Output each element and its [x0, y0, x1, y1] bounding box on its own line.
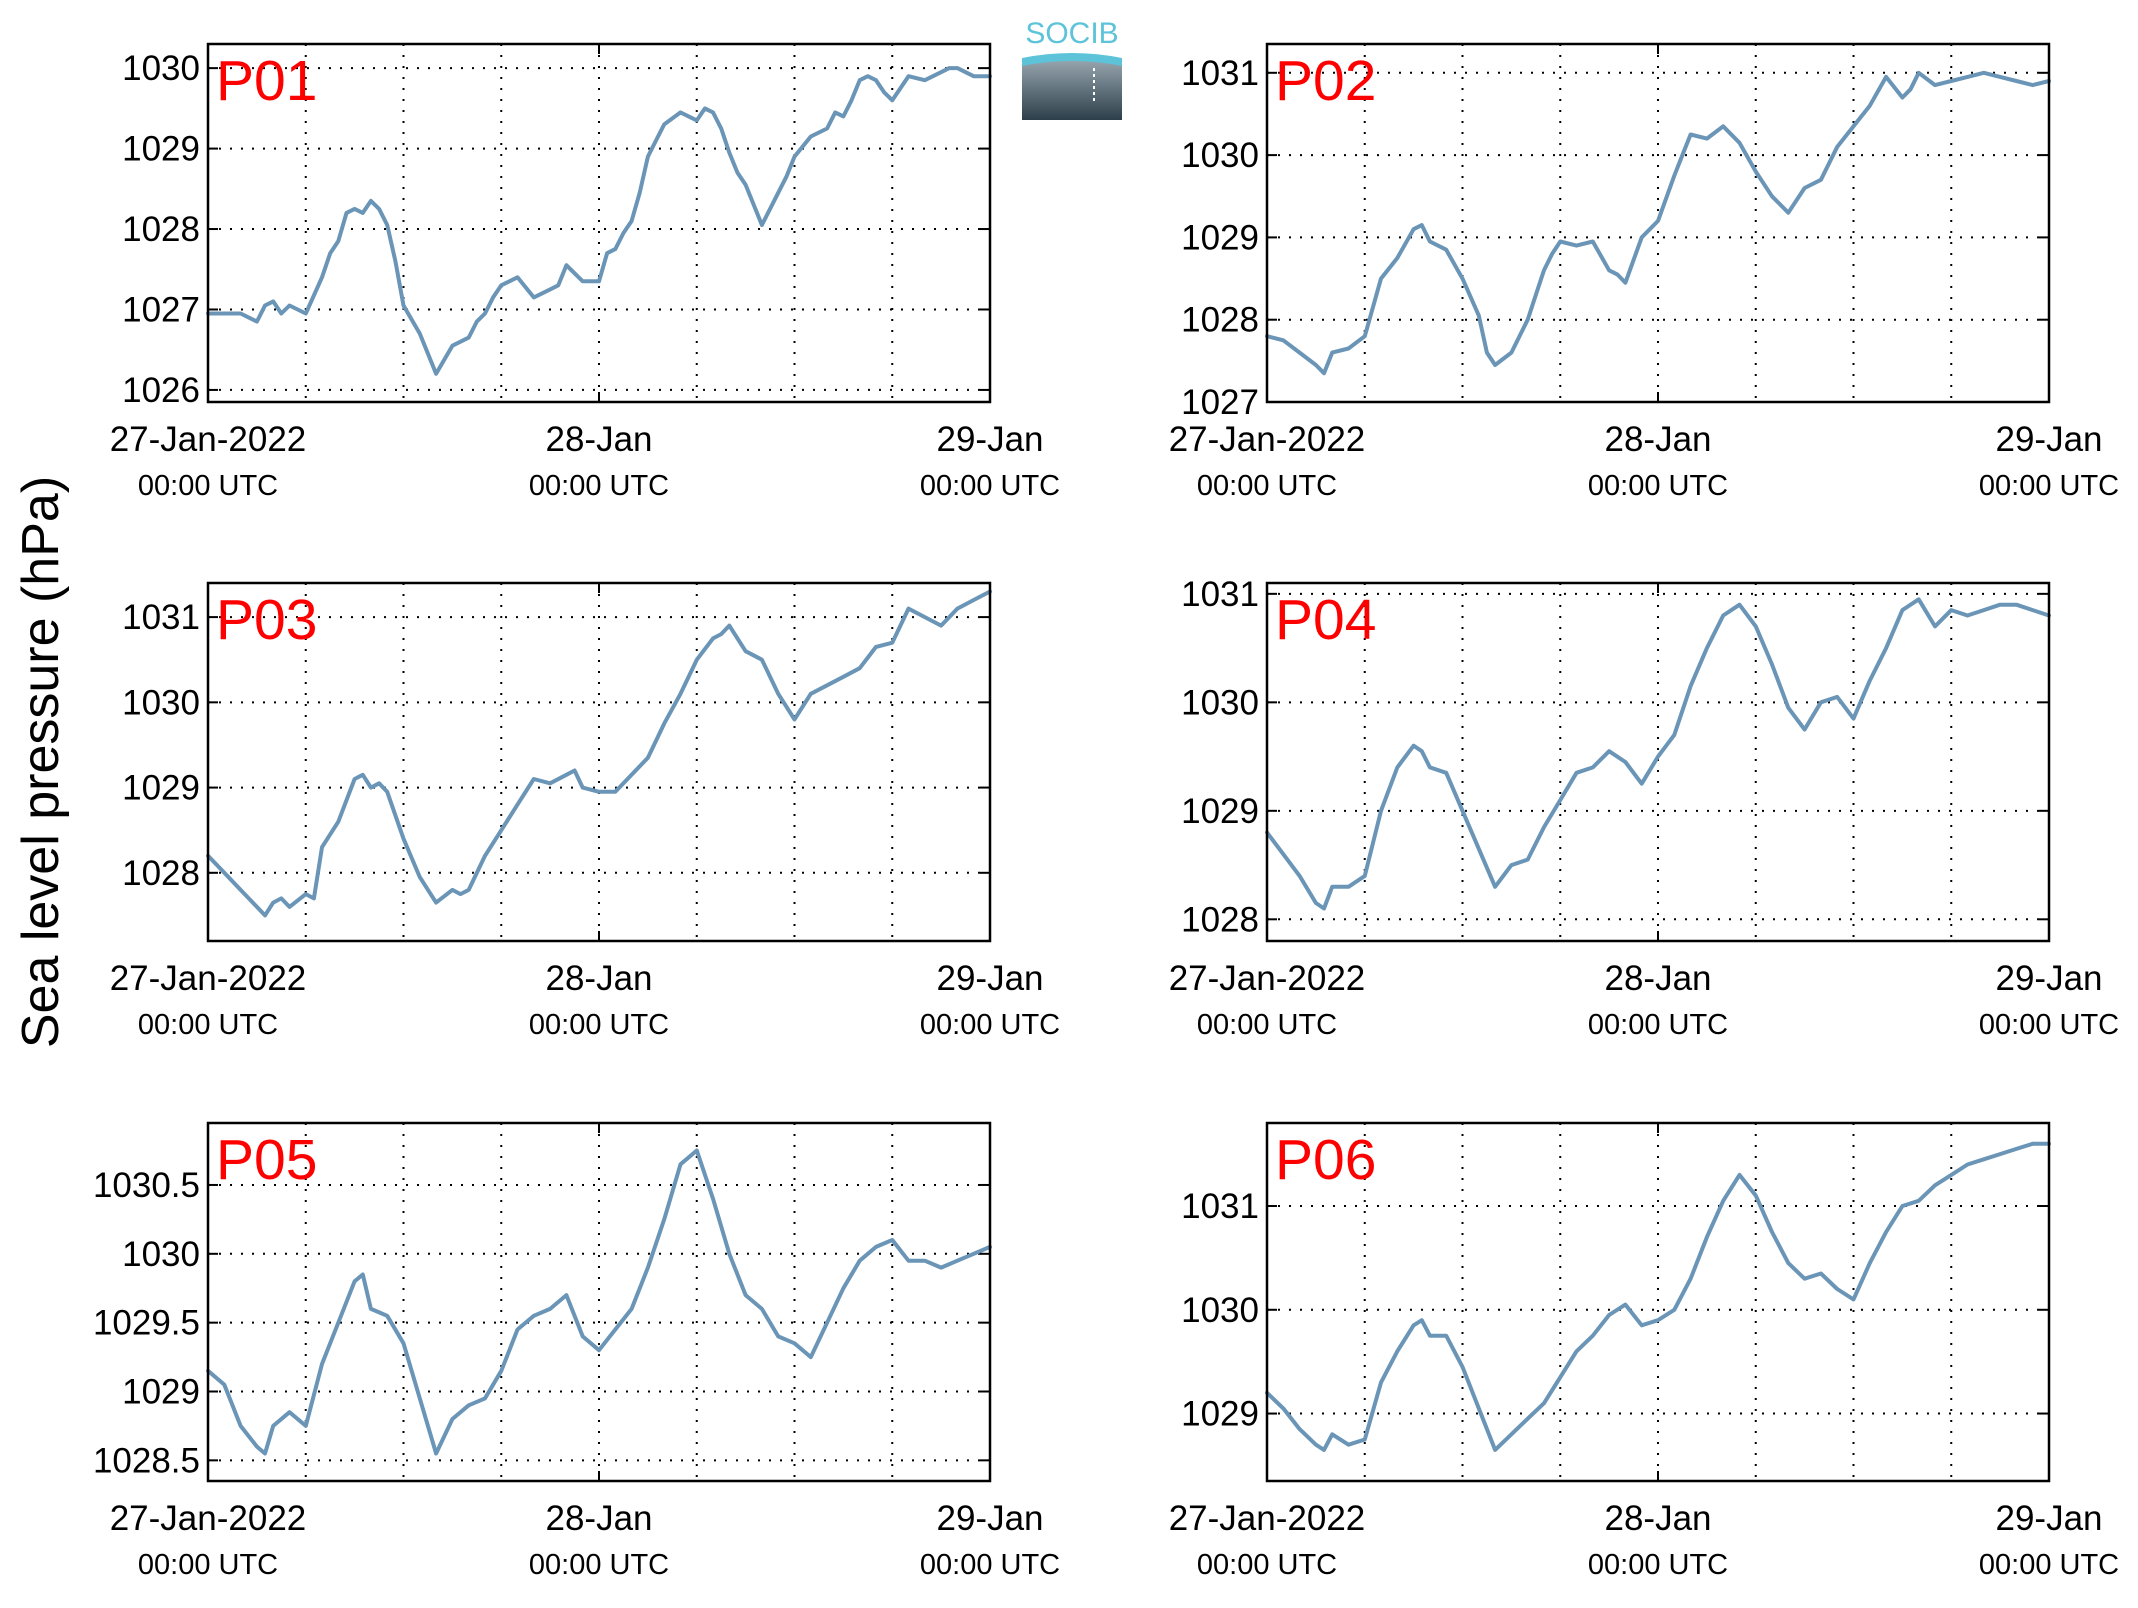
y-tick-label: 1029 — [1181, 1395, 1259, 1434]
chart-panel-p05: 1028.5 1029 1029.5 1030 1030.5 27-Jan-2022 00:… — [93, 1121, 1060, 1581]
x-tick-label-date: 28-Jan — [545, 1499, 652, 1538]
x-tick-label-date: 29-Jan — [1995, 420, 2102, 459]
y-tick-label: 1030 — [1181, 136, 1259, 175]
x-tick-label-date: 27-Jan-2022 — [1169, 959, 1366, 998]
y-tick-label: 1030.5 — [93, 1166, 200, 1205]
logo-block — [1022, 58, 1122, 120]
socib-logo: SOCIB — [1022, 17, 1122, 120]
x-tick-label-date: 27-Jan-2022 — [1169, 420, 1366, 459]
x-tick-label-time: 00:00 UTC — [529, 470, 669, 502]
panel-label-p01: P01 — [216, 49, 317, 113]
chart-panel-p04: 1028 1029 1030 1031 27-Jan-2022 00:00 UTC 28-J… — [1169, 575, 2119, 1041]
x-tick-label-time: 00:00 UTC — [138, 1549, 278, 1581]
y-tick-label: 1031 — [122, 598, 200, 637]
x-tick-label-time: 00:00 UTC — [1197, 470, 1337, 502]
y-tick-label: 1028 — [1181, 900, 1259, 939]
y-tick-label: 1029 — [1181, 218, 1259, 257]
logo-text: SOCIB — [1025, 17, 1118, 50]
x-tick-label-date: 27-Jan-2022 — [110, 420, 307, 459]
panels: 1026 1027 1028 1029 1030 27-Jan-2022 00:00 UTC… — [93, 42, 2119, 1581]
y-tick-label: 1031 — [1181, 575, 1259, 614]
y-tick-label: 1031 — [1181, 54, 1259, 93]
x-tick-label-date: 29-Jan — [1995, 959, 2102, 998]
series-line-p04 — [1265, 597, 2051, 911]
x-tick-label-time: 00:00 UTC — [1588, 1549, 1728, 1581]
panel-label-p03: P03 — [216, 588, 317, 652]
x-tick-label-time: 00:00 UTC — [138, 470, 278, 502]
series-line-p05 — [206, 1148, 992, 1456]
x-tick-label-time: 00:00 UTC — [1979, 1009, 2119, 1041]
x-tick-label-date: 29-Jan — [936, 420, 1043, 459]
y-tick-label: 1026 — [122, 371, 200, 410]
chart-panel-p03: 1028 1029 1030 1031 27-Jan-2022 00:00 UTC 28-J… — [110, 581, 1060, 1041]
x-tick-label-time: 00:00 UTC — [1197, 1549, 1337, 1581]
x-tick-label-date: 27-Jan-2022 — [110, 959, 307, 998]
y-tick-label: 1030 — [122, 683, 200, 722]
x-tick-label-time: 00:00 UTC — [1979, 470, 2119, 502]
y-tick-label: 1029 — [122, 1373, 200, 1412]
y-tick-label: 1029 — [122, 769, 200, 808]
y-axis-label: Sea level pressure (hPa) — [12, 476, 70, 1048]
x-tick-label-date: 28-Jan — [1604, 959, 1711, 998]
y-tick-label: 1029 — [1181, 792, 1259, 831]
x-tick-label-time: 00:00 UTC — [529, 1549, 669, 1581]
y-tick-label: 1030 — [122, 1235, 200, 1274]
x-tick-label-date: 27-Jan-2022 — [110, 1499, 307, 1538]
panel-label-p04: P04 — [1275, 588, 1376, 652]
series-line-p01 — [206, 66, 992, 376]
y-tick-label: 1027 — [1181, 383, 1259, 422]
series-line-p06 — [1265, 1141, 2051, 1452]
x-tick-label-time: 00:00 UTC — [1197, 1009, 1337, 1041]
y-tick-label: 1028 — [1181, 301, 1259, 340]
chart-panel-p06: 1029 1030 1031 27-Jan-2022 00:00 UTC 28-Jan 00… — [1169, 1121, 2119, 1581]
y-tick-label: 1027 — [122, 290, 200, 329]
y-tick-label: 1029.5 — [93, 1304, 200, 1343]
y-tick-label: 1028 — [122, 854, 200, 893]
x-tick-label-time: 00:00 UTC — [920, 1549, 1060, 1581]
logo-wave — [1022, 53, 1122, 66]
chart-panel-p01: 1026 1027 1028 1029 1030 27-Jan-2022 00:00 UTC… — [110, 42, 1060, 502]
x-tick-label-time: 00:00 UTC — [920, 1009, 1060, 1041]
series-line-p02 — [1265, 70, 2051, 376]
x-tick-label-date: 27-Jan-2022 — [1169, 1499, 1366, 1538]
panel-label-p06: P06 — [1275, 1128, 1376, 1192]
x-tick-label-time: 00:00 UTC — [1588, 1009, 1728, 1041]
x-tick-label-time: 00:00 UTC — [920, 470, 1060, 502]
x-tick-label-time: 00:00 UTC — [138, 1009, 278, 1041]
x-tick-label-date: 29-Jan — [936, 1499, 1043, 1538]
x-tick-label-date: 28-Jan — [545, 959, 652, 998]
panel-label-p05: P05 — [216, 1128, 317, 1192]
x-tick-label-date: 29-Jan — [1995, 1499, 2102, 1538]
x-tick-label-time: 00:00 UTC — [1588, 470, 1728, 502]
y-tick-label: 1029 — [122, 130, 200, 169]
series-line-p03 — [206, 589, 992, 918]
y-tick-label: 1028.5 — [93, 1441, 200, 1480]
x-tick-label-date: 28-Jan — [1604, 1499, 1711, 1538]
panel-label-p02: P02 — [1275, 49, 1376, 113]
y-tick-label: 1030 — [1181, 683, 1259, 722]
x-tick-label-date: 28-Jan — [1604, 420, 1711, 459]
x-tick-label-time: 00:00 UTC — [1979, 1549, 2119, 1581]
x-tick-label-date: 28-Jan — [545, 420, 652, 459]
y-tick-label: 1028 — [122, 210, 200, 249]
x-tick-label-date: 29-Jan — [936, 959, 1043, 998]
x-tick-label-time: 00:00 UTC — [529, 1009, 669, 1041]
y-tick-label: 1030 — [1181, 1291, 1259, 1330]
y-tick-label: 1031 — [1181, 1187, 1259, 1226]
y-tick-label: 1030 — [122, 49, 200, 88]
chart-panel-p02: 1027 1028 1029 1030 1031 27-Jan-2022 00:00 UTC… — [1169, 42, 2119, 502]
